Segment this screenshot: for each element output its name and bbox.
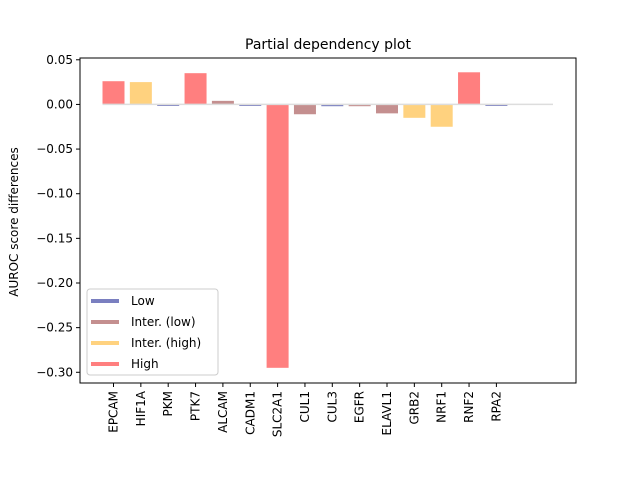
x-tick-label: CUL1 — [298, 391, 312, 422]
x-tick-label: HIF1A — [134, 390, 148, 426]
x-tick-label: PKM — [161, 391, 175, 416]
bar-cul3 — [321, 104, 344, 107]
bar-rnf2 — [458, 72, 481, 105]
chart-title: Partial dependency plot — [245, 37, 411, 53]
y-tick-label: 0.00 — [46, 97, 73, 111]
bar-cul1 — [293, 104, 316, 115]
bar-alcam — [211, 100, 234, 105]
legend-label: Low — [131, 294, 155, 308]
legend: Low Inter. (low) Inter. (high) High — [86, 288, 219, 376]
legend-box — [86, 288, 219, 376]
x-tick-label: NRF1 — [435, 391, 449, 423]
bar-egfr — [348, 104, 371, 107]
x-tick-label: CADM1 — [243, 391, 257, 435]
bar-hif1a — [129, 82, 152, 105]
x-tick-label: EGFR — [353, 391, 367, 423]
y-axis-label: AUROC score differences — [7, 147, 21, 297]
bar-elavl1 — [376, 104, 398, 114]
y-tick-label: 0.05 — [46, 53, 73, 67]
x-axis-ticks: EPCAM HIF1A PKM PTK7 ALCAM CADM1 SLC2A1 CUL1 CUL… — [107, 383, 503, 437]
legend-label: High — [131, 357, 159, 371]
x-tick-label: RPA2 — [489, 391, 503, 422]
y-tick-label: −0.05 — [36, 142, 73, 156]
y-tick-label: −0.30 — [36, 365, 73, 379]
bar-epcam — [102, 81, 125, 105]
y-tick-label: −0.15 — [36, 231, 73, 245]
legend-label: Inter. (high) — [131, 336, 201, 350]
x-tick-label: CUL3 — [325, 391, 339, 422]
y-tick-label: −0.20 — [36, 276, 73, 290]
bar-series — [102, 72, 508, 368]
x-tick-label: SLC2A1 — [271, 391, 285, 437]
plot-frame — [79, 57, 577, 384]
bar-grb2 — [403, 104, 426, 118]
x-tick-label: PTK7 — [189, 391, 203, 421]
x-tick-label: ELAVL1 — [380, 391, 394, 436]
y-tick-label: −0.10 — [36, 187, 73, 201]
legend-label: Inter. (low) — [131, 315, 196, 329]
x-tick-label: RNF2 — [462, 391, 476, 423]
bar-ptk7 — [184, 73, 207, 105]
bar-slc2a1 — [266, 104, 289, 368]
y-axis-ticks: 0.05 0.00 −0.05 −0.10 −0.15 −0.20 −0.25 −0.30 — [36, 53, 80, 379]
y-tick-label: −0.25 — [36, 321, 73, 335]
x-tick-label: ALCAM — [216, 391, 230, 433]
x-tick-label: GRB2 — [407, 391, 421, 425]
x-tick-label: EPCAM — [107, 391, 121, 433]
bar-nrf1 — [430, 104, 453, 127]
